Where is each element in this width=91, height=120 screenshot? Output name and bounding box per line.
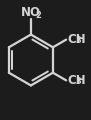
Text: CH: CH (67, 74, 86, 87)
Text: 2: 2 (35, 11, 41, 20)
Text: 3: 3 (76, 36, 81, 45)
Text: NO: NO (20, 6, 40, 19)
Text: CH: CH (67, 33, 86, 46)
Text: 3: 3 (76, 77, 81, 86)
